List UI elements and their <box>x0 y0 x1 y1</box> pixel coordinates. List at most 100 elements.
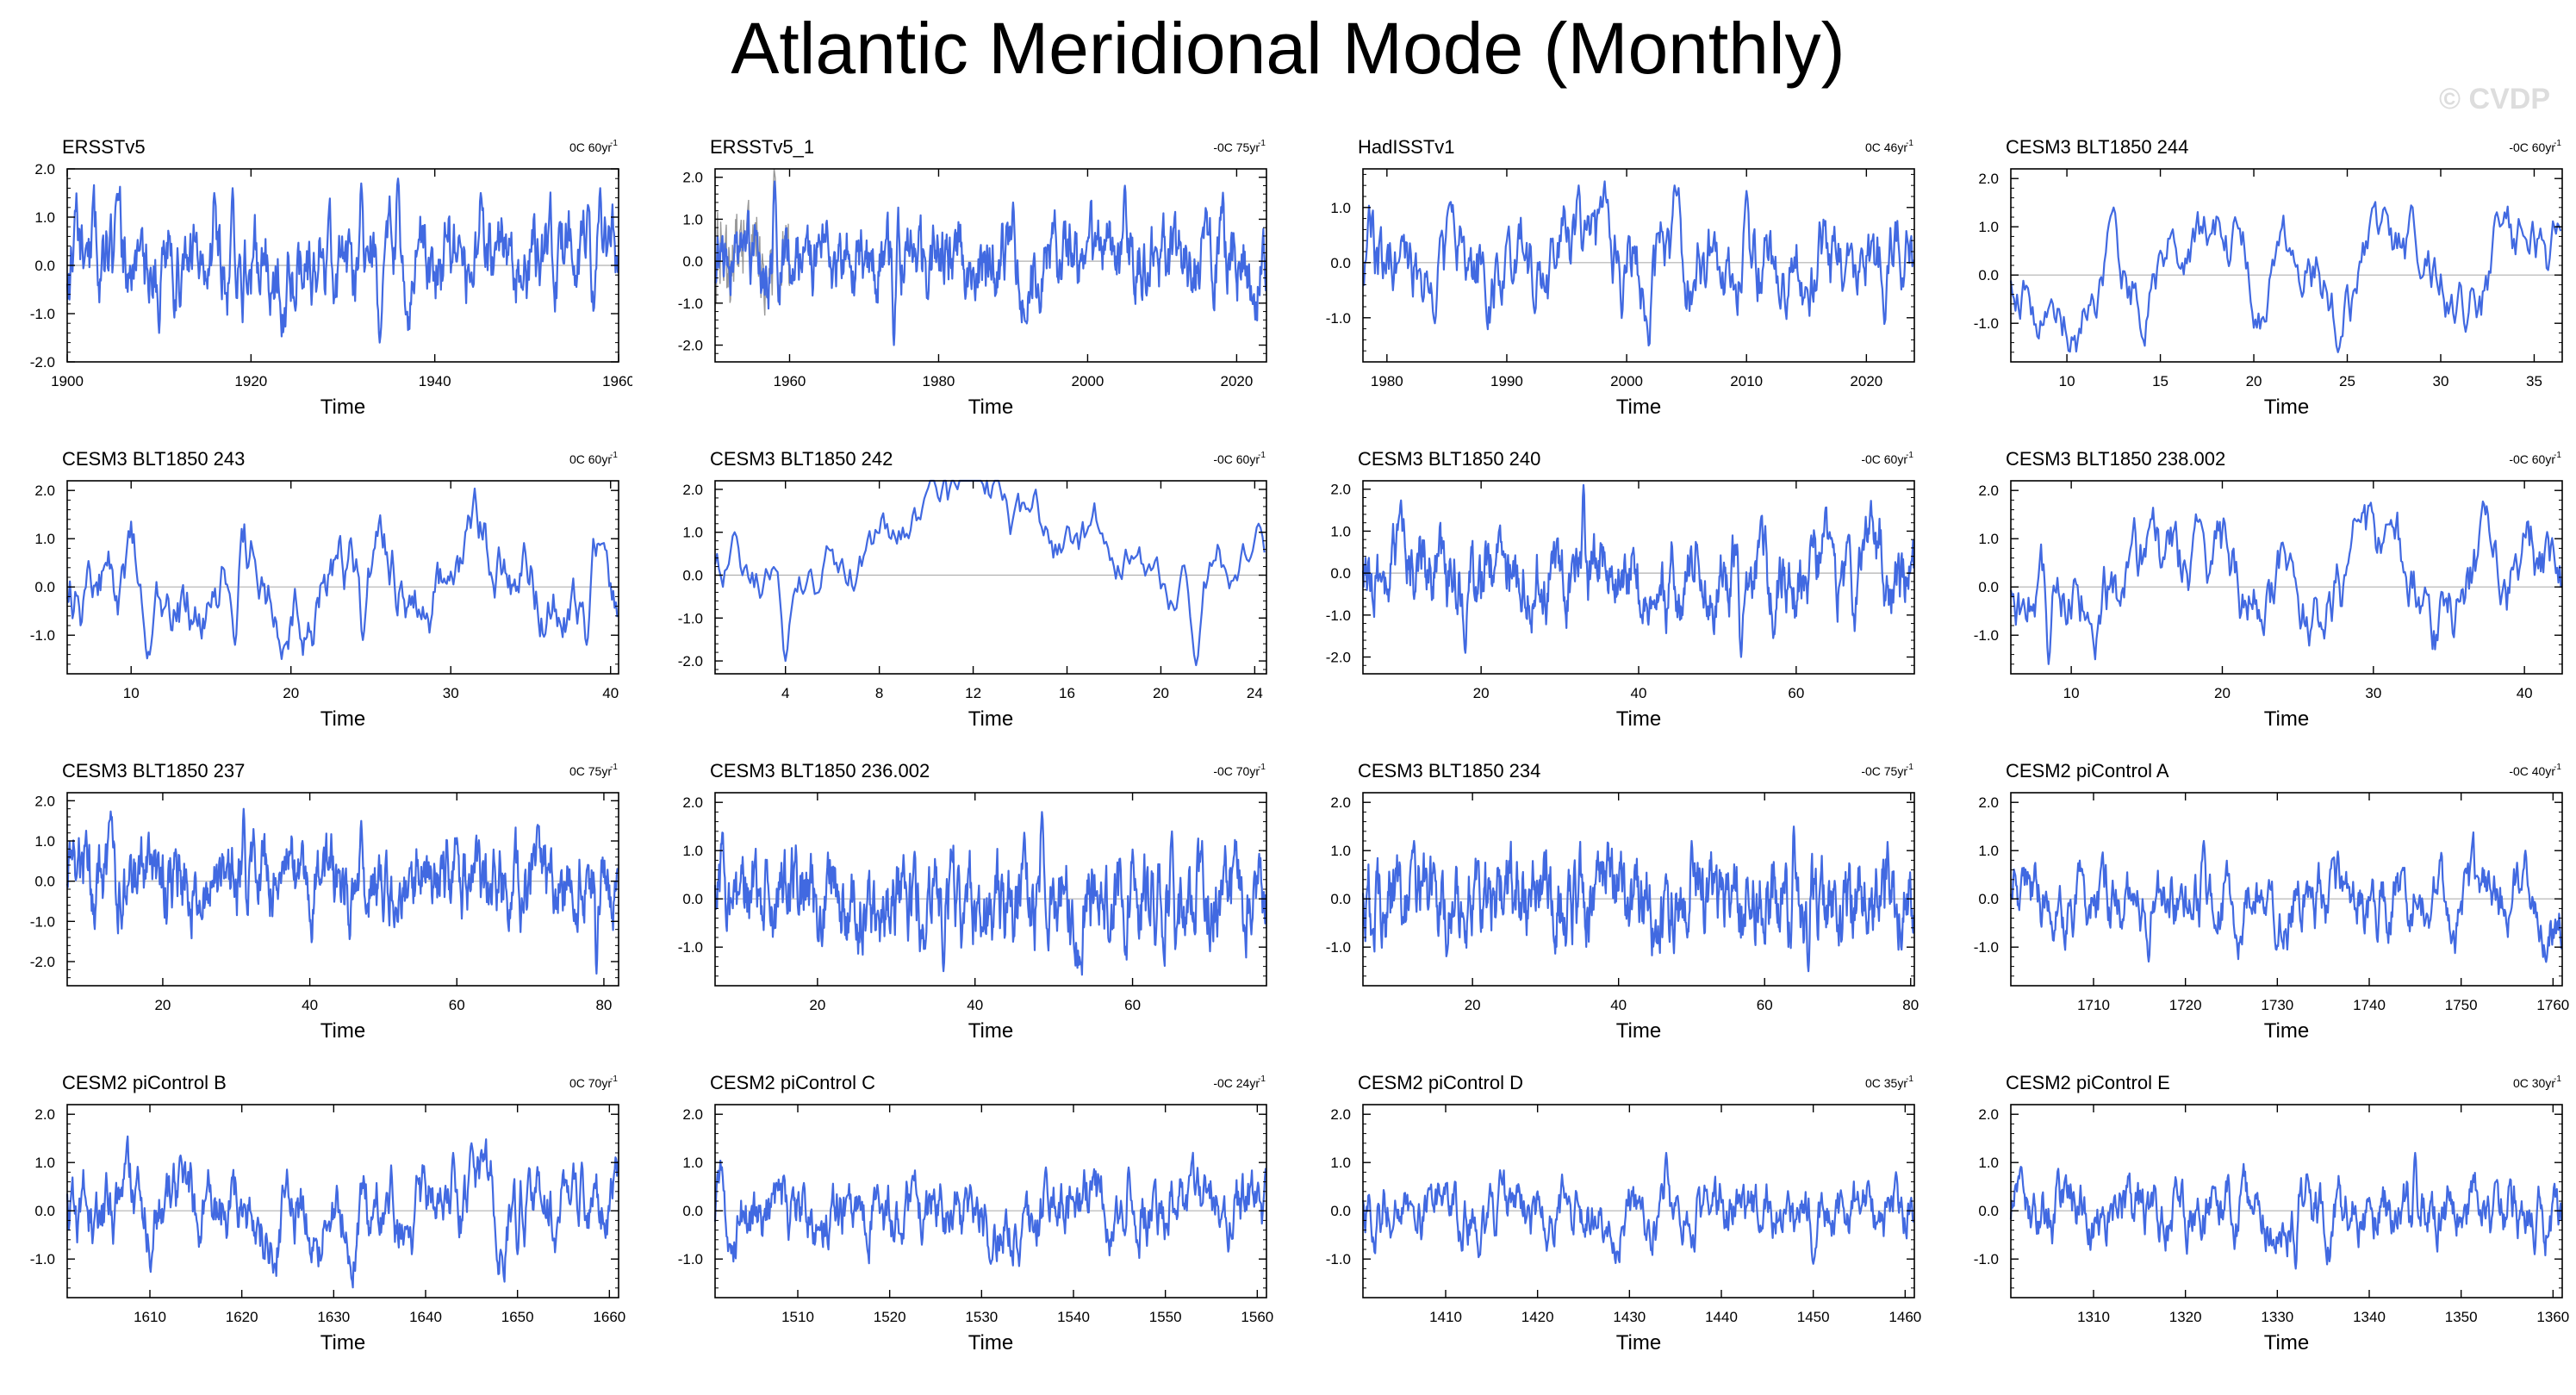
x-tick-label: 1420 <box>1521 1309 1554 1325</box>
y-tick-label: 1.0 <box>34 209 55 226</box>
x-tick-label: 60 <box>449 997 465 1013</box>
x-tick-label: 1520 <box>874 1309 906 1325</box>
y-tick-label: 2.0 <box>682 170 703 186</box>
trend-label: 0C 30yr <box>2513 1076 2555 1090</box>
chart-panel: ERSSTv5_1 -0C 75yr -1 -2.0 -1.0 0.0 1.0 2.0 1960… <box>648 129 1268 431</box>
chart-panel: CESM2 piControl E 0C 30yr -1 -1.0 0.0 1.0 2.0 1… <box>1944 1065 2570 1367</box>
x-tick-label: 80 <box>1902 997 1919 1013</box>
y-tick-label: -2.0 <box>30 954 55 970</box>
amm-series-line <box>713 1151 1267 1267</box>
y-tick-label: -1.0 <box>1326 1251 1351 1267</box>
x-tick-label: 1920 <box>234 373 267 389</box>
x-tick-label: 40 <box>302 997 318 1013</box>
y-tick-label: 0.0 <box>34 874 55 890</box>
x-tick-label: 1750 <box>2445 997 2478 1013</box>
x-tick-label: 30 <box>2433 373 2449 389</box>
x-tick-label: 1340 <box>2353 1309 2386 1325</box>
y-tick-label: 2.0 <box>1330 794 1351 811</box>
chart-panel: CESM3 BLT1850 234 -0C 75yr -1 -1.0 0.0 1.0 2.0… <box>1296 753 1920 1055</box>
y-tick-label: 1.0 <box>1978 219 1999 235</box>
x-tick-label: 1550 <box>1149 1309 1182 1325</box>
y-tick-label: 1.0 <box>1978 843 1999 859</box>
y-tick-label: -2.0 <box>1326 650 1351 666</box>
x-tick-label: 1660 <box>593 1309 625 1325</box>
chart-svg: ERSSTv5_1 -0C 75yr-1 -2.0 -1.0 0.0 1.0 2.0 1960… <box>678 136 1267 419</box>
x-axis-label: Time <box>2264 1331 2309 1355</box>
panel-title: CESM3 BLT1850 234 <box>1358 760 1540 782</box>
x-tick-label: 20 <box>1473 685 1490 701</box>
y-tick-label: 2.0 <box>1978 794 1999 811</box>
x-tick-label: 2020 <box>1850 373 1882 389</box>
panel-title: HadISSTv1 <box>1358 136 1455 158</box>
x-tick-label: 1760 <box>2536 997 2569 1013</box>
chart-panel: CESM2 piControl C -0C 24yr -1 -1.0 0.0 1.0 2.0… <box>648 1065 1274 1367</box>
x-tick-label: 1530 <box>965 1309 998 1325</box>
trend-exponent: -1 <box>1258 139 1266 148</box>
x-tick-label: 1450 <box>1797 1309 1830 1325</box>
x-tick-label: 1310 <box>2077 1309 2110 1325</box>
trend-label: 0C 35yr <box>1865 1076 1907 1090</box>
trend-label: 0C 60yr <box>569 140 612 154</box>
panel-title: ERSSTv5 <box>62 136 146 158</box>
y-tick-label: 2.0 <box>1978 483 1999 499</box>
panel-title: CESM3 BLT1850 240 <box>1358 448 1540 470</box>
trend-exponent: -1 <box>1906 763 1913 772</box>
amm-series-line <box>1362 180 1914 347</box>
amm-series-line <box>65 177 619 344</box>
y-tick-label: 1.0 <box>1330 200 1351 216</box>
chart-svg: CESM3 BLT1850 236.002 -0C 70yr-1 -1.0 0.0 1.… <box>678 760 1267 1043</box>
trend-label: -0C 70yr <box>1213 764 1260 778</box>
trend-exponent: -1 <box>1258 451 1266 460</box>
x-tick-label: 2000 <box>1072 373 1104 389</box>
trend-exponent: -1 <box>1258 1074 1266 1084</box>
x-axis-label: Time <box>2264 1019 2309 1043</box>
y-tick-label: 1.0 <box>1330 523 1351 539</box>
y-tick-label: -1.0 <box>30 1251 55 1267</box>
y-tick-label: 1.0 <box>34 1155 55 1171</box>
x-axis-label: Time <box>320 395 365 419</box>
plot-frame <box>714 480 1267 675</box>
panel-title: CESM3 BLT1850 244 <box>2006 136 2188 158</box>
x-tick-label: 1610 <box>134 1309 166 1325</box>
trend-exponent: -1 <box>2554 763 2561 772</box>
amm-series-line <box>1361 1151 1915 1265</box>
x-tick-label: 20 <box>1153 685 1169 701</box>
x-axis-label: Time <box>968 1331 1013 1355</box>
panel-title: ERSSTv5_1 <box>710 136 814 158</box>
trend-label: -0C 75yr <box>1861 764 1907 778</box>
y-tick-label: 1.0 <box>1978 1155 1999 1171</box>
chart-svg: CESM3 BLT1850 244 -0C 60yr-1 -1.0 0.0 1.0 2.0… <box>1974 136 2563 419</box>
amm-series-line <box>2009 1151 2563 1270</box>
panel-title: CESM3 BLT1850 242 <box>710 448 893 470</box>
trend-exponent: -1 <box>2554 451 2561 460</box>
y-tick-label: 2.0 <box>1978 171 1999 187</box>
y-tick-label: -2.0 <box>30 354 55 371</box>
amm-series-line <box>65 807 619 975</box>
y-tick-label: -1.0 <box>678 939 703 956</box>
x-tick-label: 1720 <box>2169 997 2202 1013</box>
y-tick-label: -1.0 <box>678 296 703 312</box>
trend-label: -0C 75yr <box>1213 140 1260 154</box>
chart-panel: CESM3 BLT1850 242 -0C 60yr -1 -2.0 -1.0 0.0 1.… <box>648 441 1268 743</box>
amm-series-line <box>713 479 1266 667</box>
x-axis-label: Time <box>320 707 365 731</box>
amm-series-line <box>2009 201 2562 353</box>
y-tick-label: 1.0 <box>34 531 55 547</box>
y-tick-label: 0.0 <box>682 568 703 584</box>
x-tick-label: 60 <box>1788 685 1804 701</box>
x-tick-label: 1980 <box>1371 373 1403 389</box>
y-tick-label: 2.0 <box>1978 1106 1999 1123</box>
x-tick-label: 1990 <box>1490 373 1523 389</box>
x-tick-label: 24 <box>1247 685 1263 701</box>
chart-svg: CESM2 piControl B 0C 70yr-1 -1.0 0.0 1.0 2.0 1… <box>30 1072 626 1355</box>
x-tick-label: 1620 <box>226 1309 258 1325</box>
x-tick-label: 40 <box>1610 997 1627 1013</box>
x-axis-label: Time <box>968 395 1013 419</box>
amm-series-line <box>1361 825 1915 973</box>
y-tick-label: 0.0 <box>1978 267 1999 283</box>
y-tick-label: -1.0 <box>1326 607 1351 624</box>
trend-exponent: -1 <box>1906 451 1913 460</box>
x-axis-label: Time <box>968 1019 1013 1043</box>
trend-label: 0C 46yr <box>1865 140 1907 154</box>
x-tick-label: 1430 <box>1613 1309 1646 1325</box>
